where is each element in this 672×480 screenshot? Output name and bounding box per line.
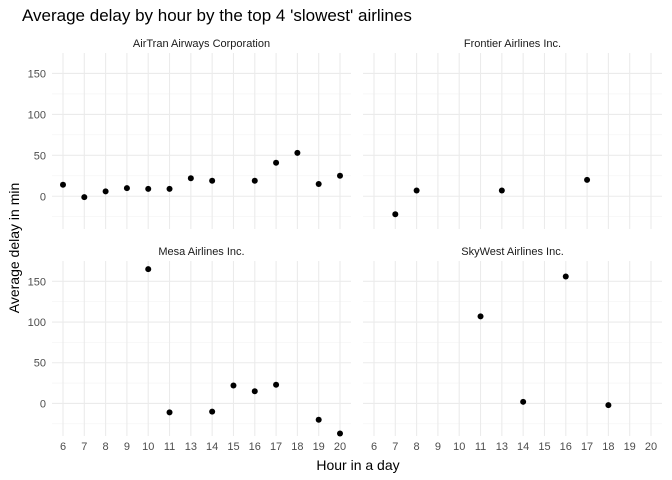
x-tick-label: 10 [453, 441, 465, 453]
x-tick-label: 8 [414, 441, 420, 453]
x-tick-label: 9 [435, 441, 441, 453]
x-tick-label: 10 [142, 441, 154, 453]
y-tick-label: 50 [34, 358, 46, 370]
x-tick-label: 18 [291, 441, 303, 453]
facet-strip-label: Mesa Airlines Inc. [158, 246, 244, 258]
facet-panel: SkyWest Airlines Inc. 6 7 8 9 10 11 13 14 15 16 17 1… [363, 246, 662, 453]
data-point [251, 388, 258, 395]
x-tick-label: 15 [538, 441, 550, 453]
facet-strip-label: Frontier Airlines Inc. [464, 38, 561, 50]
x-tick-label: 11 [475, 441, 486, 453]
data-point [123, 185, 130, 192]
data-point [392, 211, 399, 218]
x-tick-label: 7 [392, 441, 398, 453]
data-point [81, 194, 88, 201]
x-tick-label: 15 [227, 441, 239, 453]
x-tick-label: 20 [645, 441, 657, 453]
data-point [145, 266, 152, 273]
x-tick-label: 19 [313, 441, 325, 453]
panel-background [52, 53, 351, 229]
facet-strip-label: AirTran Airways Corporation [133, 38, 270, 50]
x-tick-label: 7 [81, 441, 87, 453]
panel-background [363, 53, 662, 229]
data-point [145, 185, 152, 192]
data-point [520, 398, 527, 405]
y-tick-label: 0 [40, 398, 46, 410]
x-tick-label: 17 [581, 441, 593, 453]
data-point [584, 176, 591, 183]
data-point [413, 187, 420, 194]
x-tick-label: 8 [103, 441, 109, 453]
facet-panel: Mesa Airlines Inc. 0 50 100 150 6 7 8 9 10 11 13 14 1… [28, 246, 351, 453]
x-tick-label: 6 [371, 441, 377, 453]
panel-background [363, 261, 662, 436]
data-point [273, 159, 280, 166]
data-point [498, 187, 505, 194]
y-tick-label: 150 [28, 276, 46, 288]
facet-panels: AirTran Airways Corporation050100150Fron… [28, 38, 662, 453]
data-point [337, 172, 343, 179]
facet-strip-label: SkyWest Airlines Inc. [461, 246, 564, 258]
x-tick-label: 14 [517, 441, 529, 453]
x-tick-label: 13 [185, 441, 197, 453]
x-axis-title: Hour in a day [316, 457, 399, 473]
x-tick-label: 14 [206, 441, 218, 453]
data-point [166, 185, 173, 192]
chart-title: Average delay by hour by the top 4 'slow… [22, 6, 412, 25]
x-tick-label: 16 [560, 441, 572, 453]
facet-panel: Frontier Airlines Inc. [363, 38, 662, 229]
data-point [477, 313, 484, 320]
x-tick-label: 20 [334, 441, 346, 453]
data-point [209, 177, 216, 184]
data-point [562, 273, 569, 280]
data-point [294, 149, 301, 156]
y-tick-label: 150 [28, 68, 46, 80]
y-tick-label: 0 [40, 191, 46, 203]
x-tick-label: 6 [60, 441, 66, 453]
y-tick-label: 100 [28, 317, 46, 329]
y-axis-title: Average delay in min [6, 183, 22, 313]
data-point [315, 416, 322, 423]
data-point [337, 430, 343, 437]
facet-panel: AirTran Airways Corporation 0 50 100 150 [28, 38, 351, 229]
data-point [605, 402, 612, 409]
panel-background [52, 261, 351, 436]
y-tick-label: 50 [34, 150, 46, 162]
x-tick-label: 9 [124, 441, 130, 453]
x-tick-label: 17 [270, 441, 282, 453]
data-point [60, 181, 66, 188]
data-point [251, 177, 258, 184]
x-tick-label: 16 [249, 441, 261, 453]
data-point [315, 180, 322, 187]
data-point [209, 408, 216, 415]
x-tick-label: 11 [164, 441, 175, 453]
x-tick-label: 18 [602, 441, 614, 453]
data-point [273, 381, 280, 388]
data-point [230, 382, 237, 389]
data-point [102, 188, 109, 195]
data-point [166, 409, 173, 416]
y-tick-label: 100 [28, 109, 46, 121]
x-tick-label: 19 [624, 441, 636, 453]
x-tick-label: 13 [496, 441, 508, 453]
data-point [187, 175, 194, 182]
